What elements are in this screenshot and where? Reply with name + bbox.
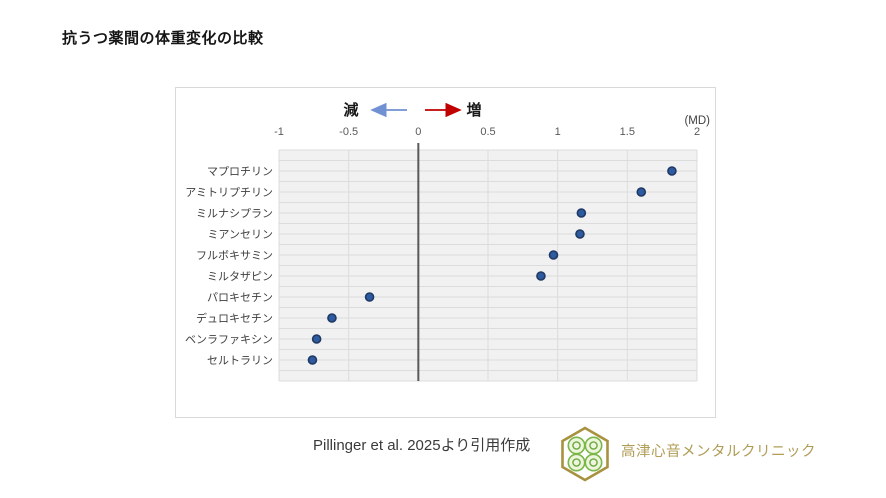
clinic-name: 高津心音メンタルクリニック <box>621 444 816 460</box>
clinic-logo-icon <box>561 426 609 482</box>
clover-icon <box>567 436 603 472</box>
category-label: ミアンセリン <box>207 228 273 241</box>
decrease-label: 減 <box>343 102 358 119</box>
page-title: 抗うつ薬間の体重変化の比較 <box>62 30 264 47</box>
category-label: パロキセチン <box>207 291 273 304</box>
data-point-1 <box>636 187 647 197</box>
data-point-0 <box>667 166 677 176</box>
x-tick-label: -0.5 <box>339 126 358 138</box>
category-label: フルボキサミン <box>196 249 273 262</box>
x-tick-label: 1.5 <box>620 126 635 138</box>
category-label: ミルタザピン <box>207 270 273 283</box>
data-point-2 <box>576 208 587 218</box>
x-tick-label: 2 <box>694 126 700 138</box>
data-point-4 <box>548 250 559 260</box>
data-point-6 <box>364 292 375 302</box>
chart-card: -1 -0.5 0 0.5 1 1.5 2 (MD) 減 増マプロチリンアミトリプチリンミルナシプ… <box>175 87 716 418</box>
category-label: ベンラファキシン <box>185 334 273 346</box>
data-point-8 <box>311 334 322 344</box>
increase-label: 増 <box>466 101 481 119</box>
category-label: アミトリプチリン <box>185 186 273 199</box>
data-point-5 <box>536 271 546 281</box>
x-tick-label: 1 <box>555 126 561 138</box>
weight-change-dot-plot: -1 -0.5 0 0.5 1 1.5 2(MD) 減 増マプロチリンアミトリプチリンミルナシプ… <box>185 101 710 382</box>
x-tick-label: -1 <box>274 126 284 138</box>
x-tick-label: 0.5 <box>480 126 495 138</box>
data-point-9 <box>307 355 318 365</box>
category-label: セルトラリン <box>207 354 273 367</box>
data-point-7 <box>327 313 337 323</box>
citation-text: Pillinger et al. 2025より引用作成 <box>313 437 531 454</box>
md-unit-label: (MD) <box>684 115 710 127</box>
x-tick-label: 0 <box>415 126 421 138</box>
category-label: ミルナシプラン <box>196 207 273 220</box>
category-label: マプロチリン <box>207 165 273 178</box>
data-point-3 <box>575 229 585 239</box>
category-label: デュロキセチン <box>196 311 273 325</box>
